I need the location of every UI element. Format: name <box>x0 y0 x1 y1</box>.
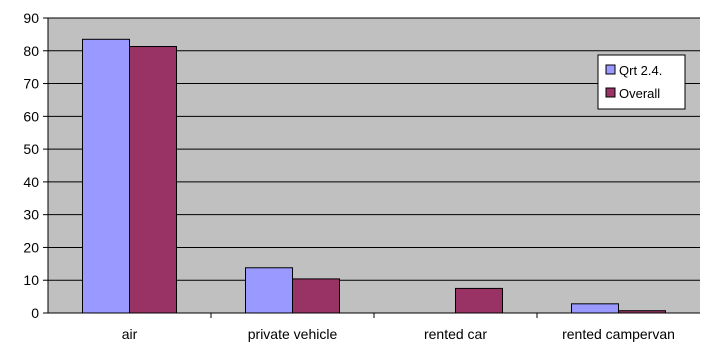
y-tick-label: 0 <box>31 305 39 321</box>
bar-overall-0 <box>129 46 177 314</box>
x-category-label: rented campervan <box>562 326 675 342</box>
y-tick-label: 60 <box>23 108 39 124</box>
y-tick-label: 40 <box>23 174 39 190</box>
bars <box>82 38 666 314</box>
legend-label: Qrt 2.4. <box>619 63 662 78</box>
bar-overall-1 <box>292 278 340 314</box>
legend: Qrt 2.4. Overall <box>597 54 686 110</box>
y-tick-label: 90 <box>23 10 39 26</box>
y-tick-label: 80 <box>23 43 39 59</box>
legend-label: Overall <box>619 86 660 101</box>
x-category-label: private vehicle <box>248 326 338 342</box>
legend-box <box>597 54 686 110</box>
y-tick-label: 50 <box>23 141 39 157</box>
bar-qrt-2-4--3 <box>571 303 619 314</box>
y-tick-label: 20 <box>23 239 39 255</box>
bar-qrt-2-4--0 <box>82 38 130 314</box>
x-category-label: rented car <box>424 326 487 342</box>
x-axis-labels: air private vehicle rented car rented campe… <box>122 313 675 342</box>
bar-qrt-2-4--1 <box>245 267 293 314</box>
y-tick-label: 70 <box>23 76 39 92</box>
y-tick-label: 10 <box>23 272 39 288</box>
y-axis-ticks: 0 10 20 30 40 50 60 70 80 90 <box>23 10 48 321</box>
bar-overall-2 <box>455 287 503 314</box>
x-category-label: air <box>122 326 138 342</box>
legend-swatch <box>605 87 616 98</box>
y-tick-label: 30 <box>23 207 39 223</box>
legend-swatch <box>605 64 616 75</box>
